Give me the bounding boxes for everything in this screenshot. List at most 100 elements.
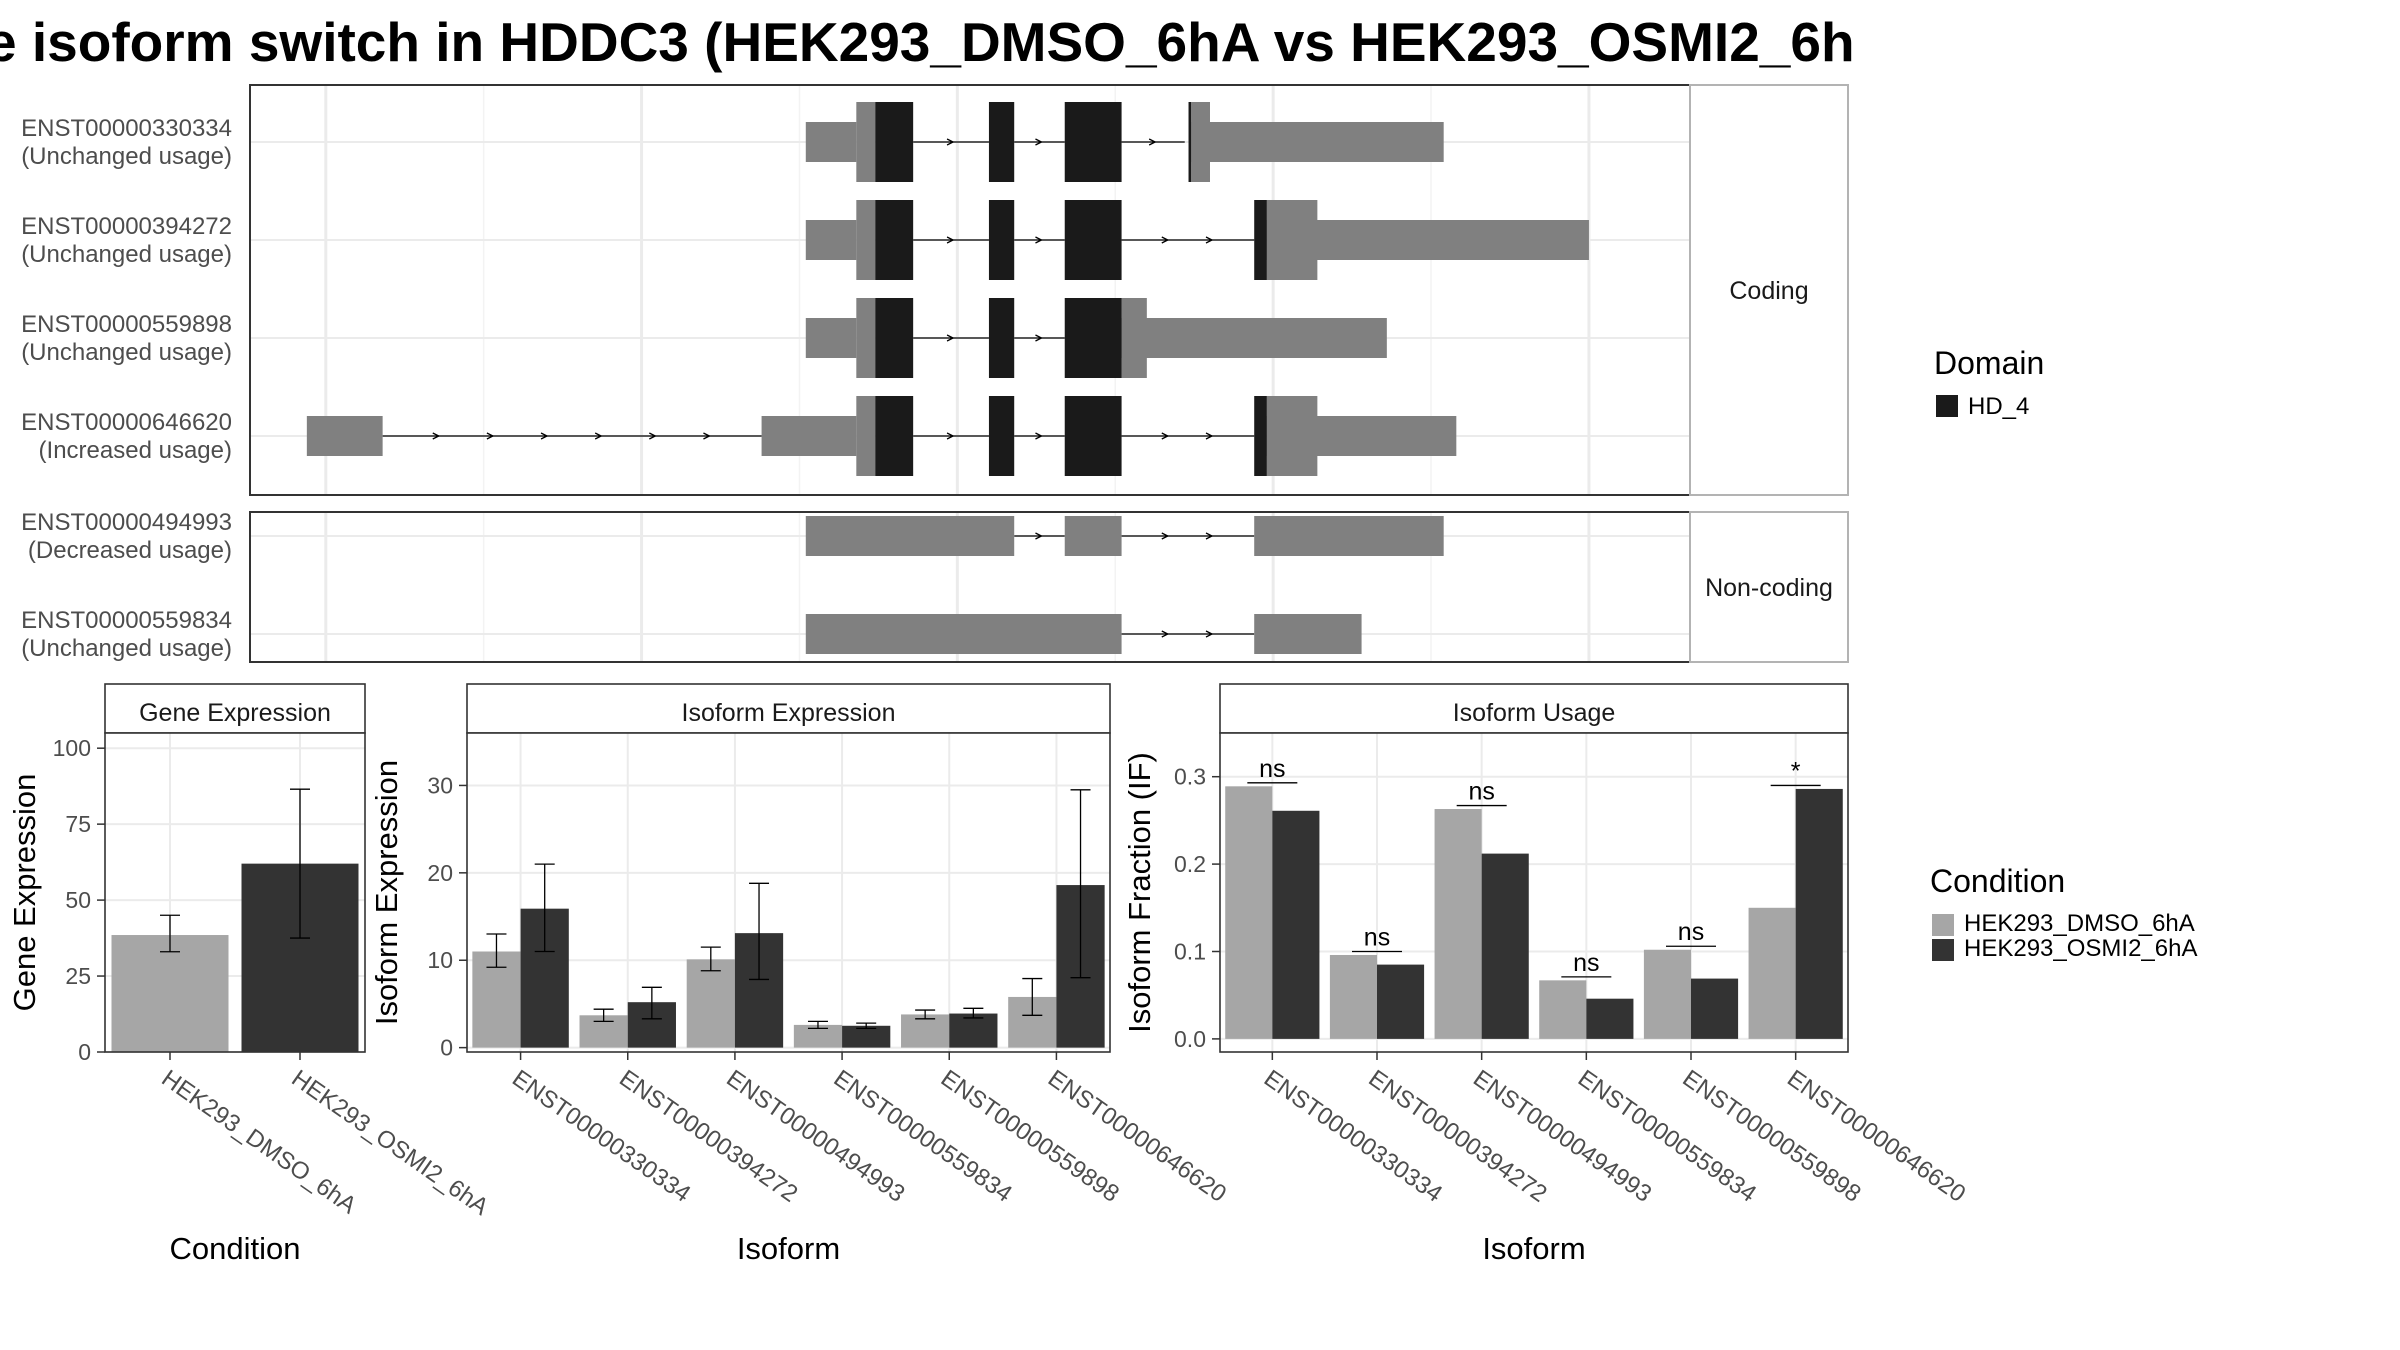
significance-label: ns (1364, 923, 1390, 951)
panel-strip (466, 683, 1111, 734)
utr-exon-wide (1266, 396, 1318, 476)
bar (1225, 786, 1273, 1039)
x-tick-label: ENST00000494993 (721, 1065, 909, 1208)
transcript-usage-label: (Decreased usage) (28, 537, 232, 564)
intron-arrow (1161, 236, 1170, 244)
intron-arrow (1035, 236, 1043, 244)
bar (1272, 810, 1320, 1039)
intron-arrow (703, 432, 711, 440)
y-tick-label: 25 (65, 963, 91, 989)
transcript-usage-label: (Unchanged usage) (21, 635, 232, 662)
noncoding-exon (805, 516, 1015, 556)
intron-arrow (946, 236, 955, 244)
utr-exon (1121, 318, 1387, 358)
utr-exon (805, 220, 857, 260)
bar (1795, 788, 1843, 1039)
x-tick-label: ENST00000559898 (936, 1065, 1124, 1208)
y-tick-label: 100 (53, 735, 91, 761)
noncoding-exon (1064, 516, 1122, 556)
x-tick-label: ENST00000559898 (1678, 1065, 1866, 1208)
bar (1481, 853, 1529, 1039)
domain-exon (875, 396, 914, 476)
intron-arrow (1205, 236, 1214, 244)
intron-arrow (1035, 138, 1043, 146)
intron-arrow (946, 334, 955, 342)
significance-label: ns (1573, 949, 1599, 977)
panel-strip-title: Isoform Expression (682, 699, 896, 727)
utr-exon-wide (856, 298, 876, 378)
y-tick-label: 0.1 (1174, 938, 1206, 964)
bar (949, 1013, 998, 1048)
structure-panel-bg (250, 85, 1690, 495)
transcript-id-label: ENST00000559834 (21, 607, 232, 634)
y-tick-label: 20 (427, 860, 453, 886)
transcript-id-label: ENST00000559898 (21, 311, 232, 338)
intron-arrow (540, 432, 549, 440)
x-tick-label: ENST00000394272 (614, 1065, 802, 1208)
facet-strip-label: Coding (1729, 277, 1808, 305)
intron-arrow (1161, 532, 1170, 540)
domain-exon (1064, 298, 1122, 378)
utr-exon-wide (1266, 200, 1318, 280)
significance-label: ns (1259, 755, 1285, 783)
bar (111, 935, 229, 1052)
y-tick-label: 30 (427, 772, 453, 798)
domain-exon (1064, 102, 1122, 182)
domain-exon (1064, 200, 1122, 280)
y-axis-title: Gene Expression (7, 774, 42, 1012)
y-axis-title: Isoform Fraction (IF) (1122, 752, 1157, 1033)
condition-legend-key (1932, 914, 1954, 936)
transcript-usage-label: (Unchanged usage) (21, 241, 232, 268)
transcript-usage-label: (Unchanged usage) (21, 339, 232, 366)
bar (1539, 980, 1587, 1039)
utr-exon (805, 318, 857, 358)
utr-exon (306, 416, 383, 456)
significance-label: ns (1468, 778, 1494, 806)
intron-arrow (432, 432, 441, 440)
x-tick-label: ENST00000394272 (1364, 1065, 1552, 1208)
bar (842, 1025, 891, 1048)
condition-legend-key (1932, 939, 1954, 961)
utr-exon-wide (1191, 102, 1210, 182)
transcript-usage-label: (Increased usage) (39, 437, 232, 464)
transcript-id-label: ENST00000646620 (21, 409, 232, 436)
utr-exon-wide (856, 200, 876, 280)
x-axis-title: Condition (170, 1231, 301, 1266)
y-tick-label: 0.0 (1174, 1026, 1206, 1052)
panel-strip (1219, 683, 1849, 734)
y-tick-label: 0.2 (1174, 851, 1206, 877)
intron-arrow (1035, 334, 1043, 342)
utr-exon-wide (1121, 298, 1147, 378)
domain-exon (1254, 200, 1267, 280)
utr-exon-wide (856, 102, 876, 182)
utr-exon-wide (856, 396, 876, 476)
noncoding-exon (1254, 516, 1444, 556)
x-tick-label: ENST00000330334 (1259, 1065, 1447, 1208)
panel-strip (104, 683, 366, 734)
intron-arrow (946, 138, 955, 146)
condition-legend-label: HEK293_OSMI2_6hA (1964, 935, 2197, 962)
x-tick-label: ENST00000646620 (1782, 1065, 1970, 1208)
transcript-id-label: ENST00000394272 (21, 213, 232, 240)
noncoding-exon (1254, 614, 1362, 654)
transcript-id-label: ENST00000330334 (21, 115, 232, 142)
noncoding-exon (805, 614, 1122, 654)
intron-arrow (1161, 630, 1170, 638)
domain-exon (875, 200, 914, 280)
condition-legend-label: HEK293_DMSO_6hA (1964, 910, 2195, 937)
domain-legend-title: Domain (1934, 345, 2044, 381)
panel-border (1219, 732, 1849, 1053)
domain-exon (988, 200, 1015, 280)
y-tick-label: 0 (440, 1035, 453, 1061)
bar (1643, 949, 1691, 1039)
bar (1434, 809, 1482, 1039)
facet-strip (1689, 511, 1849, 663)
bar (1329, 954, 1377, 1039)
domain-legend-label: HD_4 (1968, 393, 2029, 420)
intron-arrow (1148, 138, 1157, 146)
intron-arrow (486, 432, 495, 440)
condition-legend-title: Condition (1930, 863, 2065, 899)
x-axis-title: Isoform (1482, 1231, 1585, 1266)
panel-border (104, 732, 366, 1053)
